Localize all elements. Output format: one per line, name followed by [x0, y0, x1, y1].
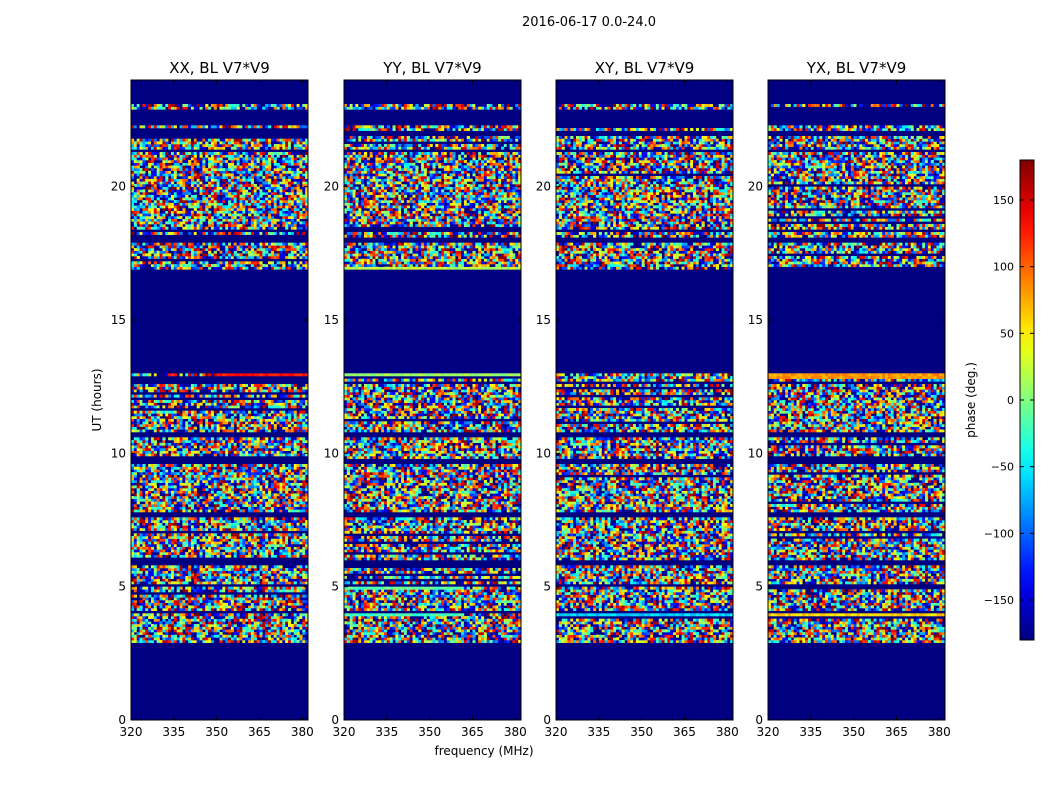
y-tick-label: 15	[748, 313, 763, 327]
panel-title: YX, BL V7*V9	[806, 59, 907, 77]
x-tick-label: 365	[885, 725, 908, 739]
phase-heatmap	[556, 104, 733, 643]
panel-title: XY, BL V7*V9	[595, 59, 695, 77]
y-tick-label: 10	[111, 446, 126, 460]
panel-yx: YX, BL V7*V9 320 335 350 365 380 0 5 10 15 20	[748, 59, 951, 739]
phase-heatmap	[344, 104, 521, 643]
y-tick-label: 0	[118, 713, 126, 727]
x-tick-label: 350	[418, 725, 441, 739]
y-tick-label: 0	[543, 713, 551, 727]
y-tick-label: 0	[755, 713, 763, 727]
colorbar-tick-label: 150	[993, 194, 1014, 207]
y-tick-label: 20	[748, 180, 763, 194]
y-tick-label: 5	[331, 580, 339, 594]
x-tick-label: 335	[375, 725, 398, 739]
y-tick-label: 20	[324, 180, 339, 194]
colorbar-tick-label: −150	[984, 594, 1014, 607]
y-tick-label: 15	[324, 313, 339, 327]
x-tick-label: 380	[928, 725, 951, 739]
colorbar-tick-label: 0	[1007, 394, 1014, 407]
colorbar-tick-label: 50	[1000, 327, 1014, 340]
x-tick-label: 335	[162, 725, 185, 739]
y-tick-label: 10	[324, 446, 339, 460]
x-tick-label: 335	[587, 725, 610, 739]
x-tick-label: 380	[716, 725, 739, 739]
x-tick-label: 365	[461, 725, 484, 739]
phase-heatmap	[768, 104, 945, 643]
x-tick-label: 320	[545, 725, 568, 739]
y-tick-label: 15	[111, 313, 126, 327]
panel-frame	[343, 79, 522, 721]
x-axis-label: frequency (MHz)	[434, 744, 533, 758]
panel-title: YY, BL V7*V9	[382, 59, 481, 77]
x-tick-label: 380	[504, 725, 527, 739]
colorbar-tick-label: −100	[984, 527, 1014, 540]
panel-frame	[767, 79, 946, 721]
panel-frame	[130, 79, 309, 721]
x-tick-label: 320	[120, 725, 143, 739]
y-tick-label: 0	[331, 713, 339, 727]
x-tick-label: 380	[291, 725, 314, 739]
x-tick-label: 365	[673, 725, 696, 739]
y-tick-label: 10	[536, 446, 551, 460]
y-axis-label: UT (hours)	[90, 368, 104, 431]
y-tick-label: 15	[536, 313, 551, 327]
x-tick-label: 350	[205, 725, 228, 739]
x-tick-label: 320	[333, 725, 356, 739]
colorbar-tick-label: 100	[993, 261, 1014, 274]
x-tick-label: 335	[799, 725, 822, 739]
y-tick-label: 20	[111, 180, 126, 194]
panel-xx: XX, BL V7*V9 320 335 350 365 380 0 5 10 15 20	[111, 59, 314, 739]
panel-xy: XY, BL V7*V9 320 335 350 365 380 0 5 10 15 20	[536, 59, 739, 739]
y-tick-label: 20	[536, 180, 551, 194]
colorbar-gradient	[1020, 160, 1034, 640]
x-tick-label: 350	[842, 725, 865, 739]
panel-frame	[555, 79, 734, 721]
x-tick-label: 350	[630, 725, 653, 739]
y-tick-label: 5	[543, 580, 551, 594]
y-tick-label: 5	[118, 580, 126, 594]
colorbar-tick-label: −50	[991, 461, 1014, 474]
phase-heatmap	[131, 104, 308, 643]
y-tick-label: 10	[748, 446, 763, 460]
panel-yy: YY, BL V7*V9 320 335 350 365 380 0 5 10 15 20	[324, 59, 527, 739]
colorbar: −150 −100 −50 0 50 100 150	[984, 159, 1035, 641]
y-tick-label: 5	[755, 580, 763, 594]
panel-title: XX, BL V7*V9	[169, 59, 270, 77]
x-tick-label: 365	[248, 725, 271, 739]
colorbar-label: phase (deg.)	[964, 362, 978, 438]
figure-suptitle: 2016-06-17 0.0-24.0	[522, 15, 656, 30]
x-tick-label: 320	[757, 725, 780, 739]
